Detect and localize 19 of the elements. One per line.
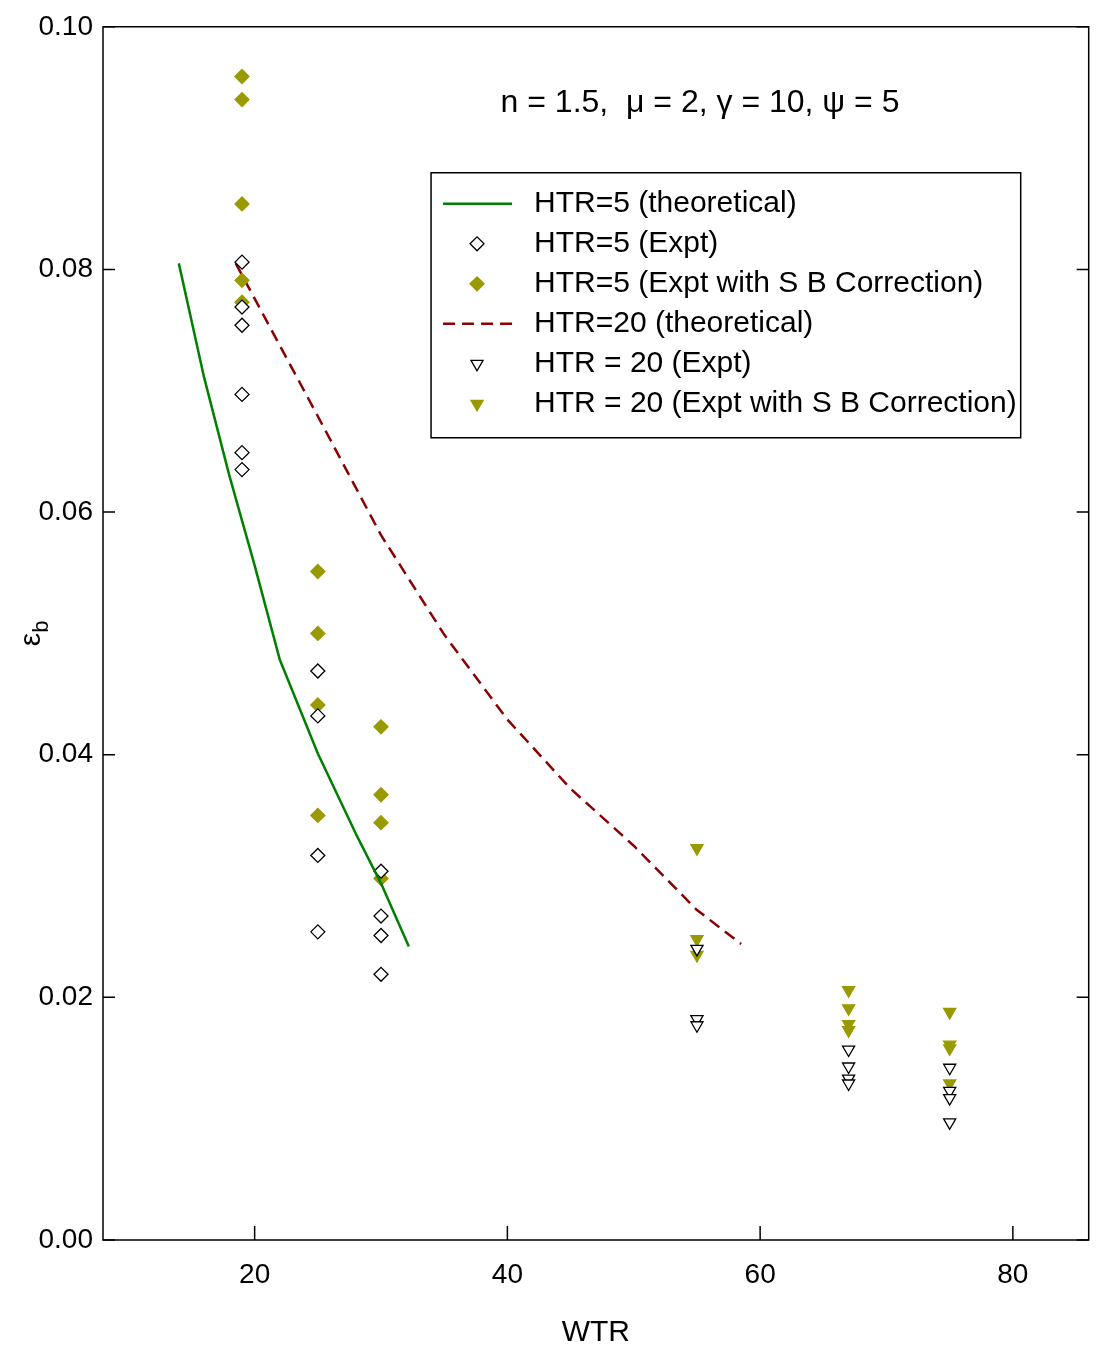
y-tick-label: 0.08 xyxy=(38,252,93,284)
x-axis-title: WTR xyxy=(561,1314,631,1348)
legend-label: HTR=20 (theoretical) xyxy=(534,305,814,339)
legend-label: HTR=5 (Expt) xyxy=(534,225,719,259)
legend-label: HTR=5 (theoretical) xyxy=(534,185,797,219)
y-tick-label: 0.06 xyxy=(38,494,93,526)
legend-label: HTR = 20 (Expt) xyxy=(534,345,752,379)
annotation: n = 1.5, μ = 2, γ = 10, ψ = 5 xyxy=(500,82,900,119)
legend-label: HTR = 20 (Expt with S B Correction) xyxy=(534,385,1017,419)
y-tick-label: 0.02 xyxy=(38,980,93,1012)
y-tick-label: 0.00 xyxy=(38,1222,93,1254)
x-tick-label: 20 xyxy=(239,1257,271,1289)
x-tick-label: 40 xyxy=(491,1257,523,1289)
y-tick-label: 0.04 xyxy=(38,737,93,769)
y-tick-label: 0.10 xyxy=(38,9,93,41)
x-tick-label: 80 xyxy=(997,1257,1029,1289)
y-axis-title: εb xyxy=(13,620,53,647)
x-tick-label: 60 xyxy=(744,1257,776,1289)
legend-label: HTR=5 (Expt with S B Correction) xyxy=(534,265,984,299)
